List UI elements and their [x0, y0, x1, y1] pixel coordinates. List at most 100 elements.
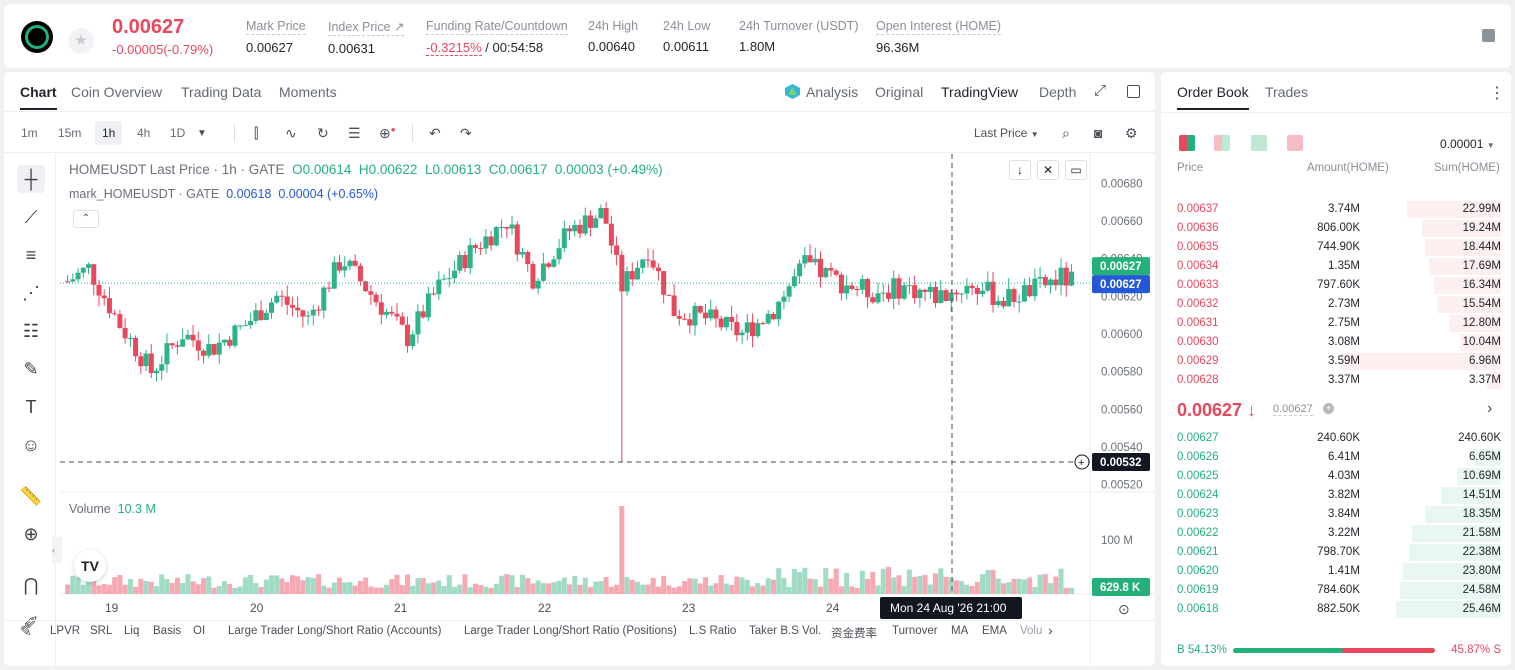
- undo-icon[interactable]: ↶: [429, 125, 441, 141]
- interval-4h[interactable]: 4h: [137, 126, 151, 140]
- indicator-ls-positions[interactable]: Large Trader Long/Short Ratio (Positions…: [464, 625, 677, 637]
- view-bids-icon[interactable]: [1251, 135, 1267, 151]
- scroll-right-icon[interactable]: ›: [1048, 622, 1053, 638]
- bid-row[interactable]: 0.00620 1.41M 23.80M: [1161, 562, 1511, 581]
- pattern-tool-icon[interactable]: ⋰: [22, 283, 40, 303]
- bid-row[interactable]: 0.00627 240.60K 240.60K: [1161, 429, 1511, 448]
- add-alert-icon[interactable]: [1074, 454, 1090, 470]
- interval-15m[interactable]: 15m: [58, 126, 82, 140]
- view-asks-icon[interactable]: [1287, 135, 1303, 151]
- view-split-icon[interactable]: [1214, 135, 1230, 151]
- stat-label[interactable]: Mark Price: [246, 19, 306, 35]
- expand-icon[interactable]: ⤢: [1094, 82, 1107, 99]
- brush-tool-icon[interactable]: ✎: [23, 359, 39, 379]
- bid-row[interactable]: 0.00624 3.82M 14.51M: [1161, 486, 1511, 505]
- candlestick-chart[interactable]: 0.006800.006600.006400.006200.006000.005…: [60, 154, 1155, 666]
- reset-scale-icon[interactable]: ⊙: [1118, 601, 1130, 617]
- indicator-turnover[interactable]: Turnover: [892, 625, 938, 637]
- tab-coin-overview[interactable]: Coin Overview: [71, 84, 163, 100]
- view-tradingview[interactable]: TradingView: [941, 84, 1019, 100]
- ask-row[interactable]: 0.00631 2.75M 12.80M: [1161, 314, 1511, 333]
- candle-type-icon[interactable]: ⫿: [254, 125, 259, 141]
- magnet-icon[interactable]: ⋂: [23, 575, 39, 595]
- search-icon[interactable]: ⌕: [1062, 125, 1070, 141]
- tab-chart[interactable]: Chart: [20, 84, 57, 110]
- bid-row[interactable]: 0.00622 3.22M 21.58M: [1161, 524, 1511, 543]
- ask-row[interactable]: 0.00629 3.59M 6.96M: [1161, 352, 1511, 371]
- collapse-pane-icon[interactable]: ✕: [1037, 160, 1059, 180]
- favorite-star-icon[interactable]: ★: [68, 28, 94, 54]
- indicator-liq[interactable]: Liq: [124, 625, 140, 637]
- camera-icon[interactable]: ◙: [1094, 125, 1103, 141]
- ask-row[interactable]: 0.00634 1.35M 17.69M: [1161, 257, 1511, 276]
- indicator-srl[interactable]: SRL: [90, 625, 113, 637]
- indicator-lpvr[interactable]: LPVR: [50, 625, 81, 637]
- indicator-basis[interactable]: Basis: [153, 625, 182, 637]
- maximize-pane-icon[interactable]: ▭: [1065, 160, 1087, 180]
- tab-order-book[interactable]: Order Book: [1177, 84, 1249, 110]
- stat-label[interactable]: Open Interest (HOME): [876, 19, 1002, 35]
- expand-sidebar-icon[interactable]: ‹: [52, 537, 62, 563]
- trend-line-icon[interactable]: ⟋: [24, 207, 38, 227]
- settings-gear-icon[interactable]: ⚙: [1125, 125, 1138, 141]
- info-icon[interactable]: +: [1323, 403, 1334, 414]
- templates-icon[interactable]: ☰: [348, 125, 361, 141]
- zoom-in-icon[interactable]: ⊕: [23, 524, 39, 544]
- redo-icon[interactable]: ↷: [460, 125, 472, 141]
- tab-trading-data[interactable]: Trading Data: [181, 84, 262, 100]
- compare-icon[interactable]: ↻: [317, 125, 329, 141]
- indicator-ls-accounts[interactable]: Large Trader Long/Short Ratio (Accounts): [228, 625, 442, 637]
- indicator-ma[interactable]: MA: [951, 625, 969, 637]
- view-both-icon[interactable]: [1179, 135, 1195, 151]
- chart-area[interactable]: 0.006800.006600.006400.006200.006000.005…: [52, 154, 1155, 666]
- crosshair-icon[interactable]: ┼: [17, 165, 45, 193]
- bid-row[interactable]: 0.00623 3.84M 18.35M: [1161, 505, 1511, 524]
- tab-moments[interactable]: Moments: [279, 84, 337, 100]
- ask-row[interactable]: 0.00637 3.74M 22.99M: [1161, 200, 1511, 219]
- indicator-taker-vol[interactable]: Taker B.S Vol.: [749, 625, 822, 637]
- indicators-icon[interactable]: ∿: [285, 125, 297, 141]
- interval-1m[interactable]: 1m: [21, 126, 38, 140]
- emoji-icon[interactable]: ☺: [21, 435, 41, 455]
- ruler-icon[interactable]: 📏: [19, 486, 43, 506]
- view-analysis[interactable]: Analysis: [806, 84, 859, 100]
- book-icon[interactable]: [1482, 29, 1495, 42]
- interval-1h[interactable]: 1h: [95, 121, 123, 145]
- indicator-funding-rate[interactable]: 资金费率: [831, 628, 877, 640]
- interval-1d[interactable]: 1D: [170, 126, 186, 140]
- tradingview-logo-icon[interactable]: TV: [74, 550, 106, 582]
- window-icon[interactable]: [1127, 85, 1140, 98]
- pencil-lock-icon[interactable]: ✐: [23, 613, 39, 633]
- bid-row[interactable]: 0.00625 4.03M 10.69M: [1161, 467, 1511, 486]
- price-type-select[interactable]: Last Price ▼: [974, 126, 1039, 140]
- stat-label[interactable]: Index Price ↗: [328, 20, 405, 36]
- indicator-ema[interactable]: EMA: [982, 625, 1007, 637]
- precision-select[interactable]: 0.00001 ▼: [1440, 137, 1495, 151]
- more-options-icon[interactable]: ⋮: [1489, 85, 1505, 102]
- chevron-right-icon[interactable]: ›: [1487, 400, 1493, 417]
- bid-row[interactable]: 0.00626 6.41M 6.65M: [1161, 448, 1511, 467]
- indicator-ls-ratio[interactable]: L.S Ratio: [689, 625, 737, 637]
- collapse-legend-icon[interactable]: ⌃: [73, 210, 99, 228]
- indicator-oi[interactable]: OI: [193, 625, 206, 637]
- view-original[interactable]: Original: [875, 84, 924, 100]
- bid-row[interactable]: 0.00618 882.50K 25.46M: [1161, 600, 1511, 619]
- edit-pencil-icon[interactable]: ✎: [20, 623, 32, 639]
- interval-dropdown-icon[interactable]: ▼: [197, 128, 207, 139]
- view-depth[interactable]: Depth: [1039, 84, 1077, 100]
- indicator-volume[interactable]: Volu: [1020, 625, 1043, 637]
- ask-row[interactable]: 0.00630 3.08M 10.04M: [1161, 333, 1511, 352]
- stat-label[interactable]: Funding Rate/Countdown: [426, 19, 568, 35]
- tab-trades[interactable]: Trades: [1265, 84, 1309, 100]
- ask-row[interactable]: 0.00632 2.73M 15.54M: [1161, 295, 1511, 314]
- horizontal-lines-icon[interactable]: ≡: [25, 245, 37, 265]
- ask-row[interactable]: 0.00636 806.00K 19.24M: [1161, 219, 1511, 238]
- text-tool-icon[interactable]: T: [25, 397, 37, 417]
- ask-row[interactable]: 0.00633 797.60K 16.34M: [1161, 276, 1511, 295]
- bid-row[interactable]: 0.00619 784.60K 24.58M: [1161, 581, 1511, 600]
- fib-tool-icon[interactable]: ☷: [22, 321, 40, 341]
- add-indicator-icon[interactable]: ⊕●: [379, 125, 396, 141]
- bid-row[interactable]: 0.00621 798.70K 22.38M: [1161, 543, 1511, 562]
- ask-row[interactable]: 0.00628 3.37M 3.37M: [1161, 371, 1511, 390]
- move-down-icon[interactable]: ↓: [1009, 160, 1031, 180]
